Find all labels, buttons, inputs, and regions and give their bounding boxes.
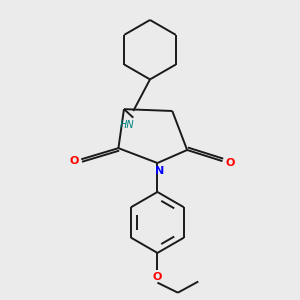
Text: O: O <box>153 272 162 282</box>
Text: N: N <box>155 166 164 176</box>
Text: O: O <box>225 158 235 168</box>
Text: O: O <box>69 156 79 166</box>
Text: HN: HN <box>119 120 134 130</box>
